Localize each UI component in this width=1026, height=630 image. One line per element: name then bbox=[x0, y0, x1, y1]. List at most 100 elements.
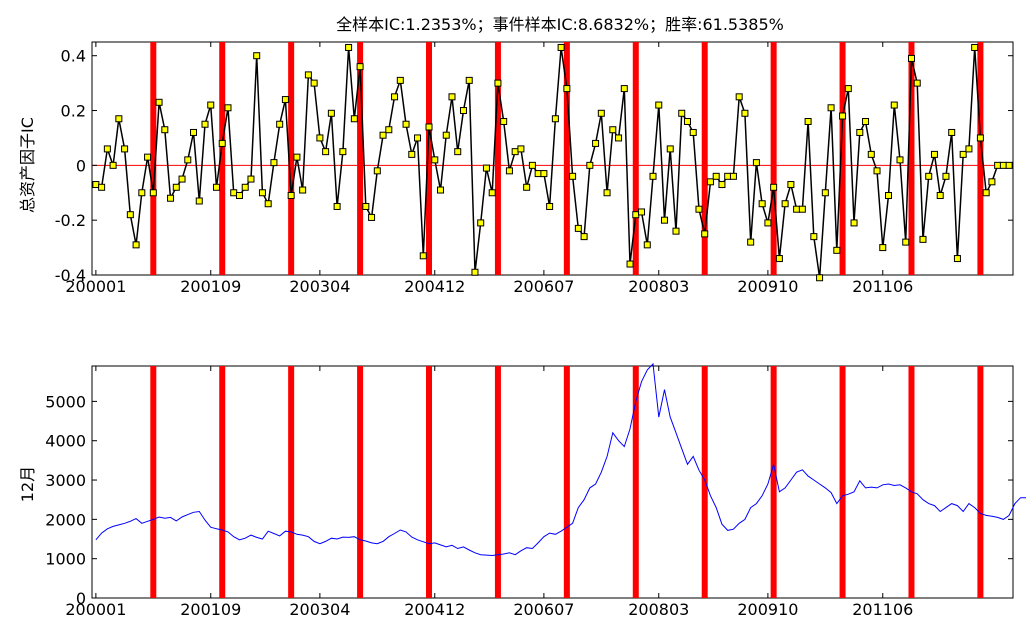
ic-data-point bbox=[391, 93, 399, 101]
ic-data-point bbox=[517, 145, 525, 153]
ic-data-point bbox=[247, 175, 255, 183]
ic-data-point bbox=[770, 183, 778, 191]
ic-data-point bbox=[103, 145, 111, 153]
ic-data-point bbox=[454, 148, 462, 156]
ic-data-point bbox=[368, 213, 376, 221]
ic-data-point bbox=[862, 117, 870, 125]
ic-data-point bbox=[724, 172, 732, 180]
ic-data-point bbox=[994, 161, 1002, 169]
x-tick-label: 200001 bbox=[65, 600, 126, 619]
ic-data-point bbox=[718, 181, 726, 189]
x-tick-label: 200910 bbox=[737, 600, 798, 619]
ic-data-point bbox=[603, 189, 611, 197]
ic-data-point bbox=[810, 233, 818, 241]
ic-data-point bbox=[408, 150, 416, 158]
ic-data-point bbox=[976, 134, 984, 142]
ic-data-point bbox=[281, 96, 289, 104]
ic-data-point bbox=[201, 120, 209, 128]
ic-data-point bbox=[925, 172, 933, 180]
ic-data-point bbox=[121, 145, 129, 153]
ic-data-point bbox=[540, 170, 548, 178]
ic-data-point bbox=[907, 54, 915, 62]
ic-data-point bbox=[867, 150, 875, 158]
ic-data-point bbox=[758, 200, 766, 208]
ic-data-point bbox=[666, 145, 674, 153]
ic-data-point bbox=[299, 186, 307, 194]
ic-data-point bbox=[459, 107, 467, 115]
ic-data-point bbox=[643, 241, 651, 249]
ic-data-point bbox=[465, 76, 473, 84]
y-tick-label: -0.2 bbox=[55, 211, 86, 230]
ic-data-point bbox=[431, 156, 439, 164]
ic-data-point bbox=[304, 71, 312, 79]
ic-data-point bbox=[144, 153, 152, 161]
ic-data-point bbox=[190, 128, 198, 136]
ic-data-point bbox=[649, 172, 657, 180]
ic-data-point bbox=[701, 230, 709, 238]
ic-data-point bbox=[1005, 161, 1013, 169]
ic-data-point bbox=[316, 134, 324, 142]
ic-data-point bbox=[350, 115, 358, 123]
ic-data-point bbox=[557, 43, 565, 51]
ic-data-point bbox=[115, 115, 123, 123]
ic-data-point bbox=[333, 202, 341, 210]
ic-data-point bbox=[953, 255, 961, 263]
ic-data-point bbox=[706, 178, 714, 186]
ic-data-point bbox=[655, 101, 663, 109]
ic-data-point bbox=[615, 134, 623, 142]
ic-data-point bbox=[597, 109, 605, 117]
ic-data-point bbox=[178, 175, 186, 183]
ic-data-point bbox=[322, 148, 330, 156]
x-tick-label: 200607 bbox=[513, 277, 574, 296]
ic-data-point bbox=[218, 139, 226, 147]
ic-data-point bbox=[781, 200, 789, 208]
ic-data-point bbox=[678, 109, 686, 117]
y-tick-label: 0.4 bbox=[61, 47, 86, 66]
ic-data-point bbox=[890, 101, 898, 109]
ic-data-point bbox=[523, 183, 531, 191]
ic-data-point bbox=[373, 167, 381, 175]
ic-data-point bbox=[804, 117, 812, 125]
ic-data-point bbox=[683, 117, 691, 125]
ic-data-point bbox=[396, 76, 404, 84]
ic-data-point bbox=[546, 202, 554, 210]
ic-data-point bbox=[752, 159, 760, 167]
y-tick-label: 2000 bbox=[45, 510, 86, 529]
y-tick-label: 5000 bbox=[45, 392, 86, 411]
x-tick-label: 200109 bbox=[180, 277, 241, 296]
ic-data-point bbox=[109, 161, 117, 169]
x-tick-label: 200412 bbox=[404, 600, 465, 619]
ic-data-point bbox=[689, 128, 697, 136]
plot-frame bbox=[91, 41, 1014, 276]
ic-data-point bbox=[586, 161, 594, 169]
y-tick-label: -0.4 bbox=[55, 266, 86, 285]
ic-data-point bbox=[167, 194, 175, 202]
x-tick-label: 200910 bbox=[737, 277, 798, 296]
ic-data-point bbox=[672, 227, 680, 235]
ic-data-point bbox=[362, 202, 370, 210]
ic-data-point bbox=[563, 85, 571, 93]
ic-data-point bbox=[442, 131, 450, 139]
price-series-line bbox=[95, 362, 1026, 557]
ic-data-point bbox=[212, 183, 220, 191]
x-tick-label: 200001 bbox=[65, 277, 126, 296]
ic-data-point bbox=[132, 241, 140, 249]
y-tick-label: 3000 bbox=[45, 471, 86, 490]
ic-data-point bbox=[505, 167, 513, 175]
ic-data-point bbox=[276, 120, 284, 128]
ic-data-point bbox=[258, 189, 266, 197]
ic-data-point bbox=[827, 104, 835, 112]
ic-data-point bbox=[948, 128, 956, 136]
ic-data-point bbox=[235, 192, 243, 200]
ic-data-point bbox=[448, 93, 456, 101]
ic-data-point bbox=[534, 170, 542, 178]
ic-data-point bbox=[253, 52, 261, 60]
ic-data-point bbox=[580, 233, 588, 241]
ic-data-point bbox=[913, 79, 921, 87]
ic-data-point bbox=[425, 123, 433, 131]
ic-data-point bbox=[528, 161, 536, 169]
y-tick-label: 4000 bbox=[45, 432, 86, 451]
ic-data-point bbox=[902, 238, 910, 246]
x-tick-label: 200412 bbox=[404, 277, 465, 296]
